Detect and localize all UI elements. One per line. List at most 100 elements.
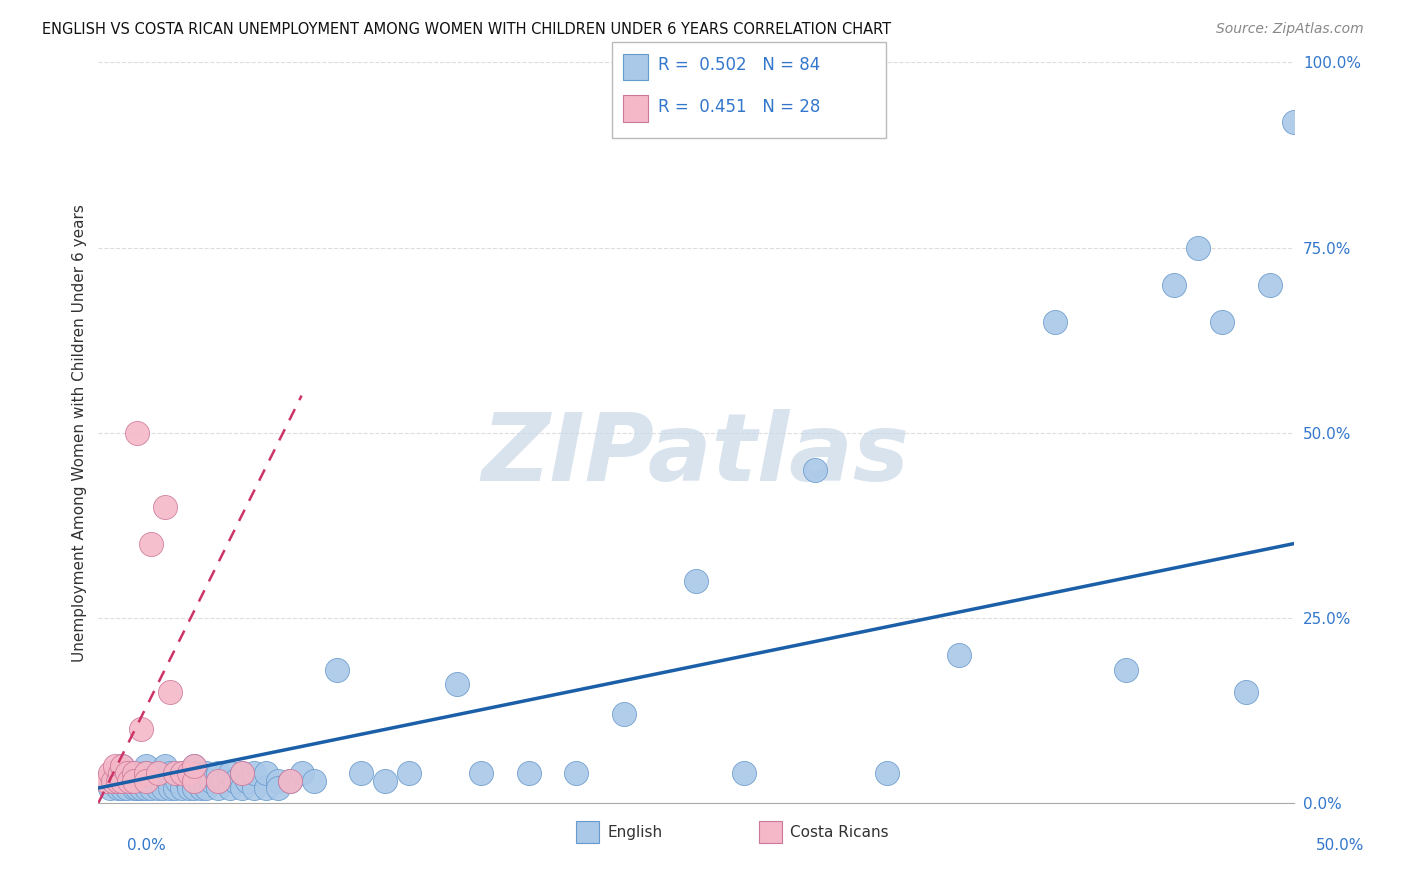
Point — [176, 773, 198, 788]
Point — [115, 780, 138, 795]
Point — [231, 766, 253, 780]
Point — [155, 500, 177, 514]
Point — [139, 773, 162, 788]
Point — [190, 780, 212, 795]
Point — [1043, 314, 1066, 328]
Point — [948, 648, 970, 662]
Text: Costa Ricans: Costa Ricans — [790, 825, 889, 839]
Point — [1163, 277, 1185, 292]
Point — [243, 766, 266, 780]
Point — [183, 773, 205, 788]
Point — [155, 758, 177, 772]
Point — [98, 766, 122, 780]
Point — [118, 773, 141, 788]
Point — [135, 758, 157, 772]
Point — [211, 773, 233, 788]
Point — [107, 773, 129, 788]
Point — [1187, 240, 1209, 255]
Point — [124, 773, 146, 788]
Point — [125, 425, 148, 440]
Text: 0.0%: 0.0% — [127, 838, 166, 854]
Point — [163, 780, 186, 795]
Point — [98, 780, 122, 795]
Point — [159, 773, 181, 788]
Text: ENGLISH VS COSTA RICAN UNEMPLOYMENT AMONG WOMEN WITH CHILDREN UNDER 6 YEARS CORR: ENGLISH VS COSTA RICAN UNEMPLOYMENT AMON… — [42, 22, 891, 37]
Point — [111, 758, 134, 772]
Point — [179, 766, 201, 780]
Point — [613, 706, 636, 721]
Point — [1258, 277, 1281, 292]
Point — [108, 766, 131, 780]
Point — [254, 766, 277, 780]
Point — [139, 780, 162, 795]
Point — [278, 773, 301, 788]
Point — [183, 773, 205, 788]
Point — [224, 773, 246, 788]
Point — [219, 766, 242, 780]
Point — [131, 780, 153, 795]
Y-axis label: Unemployment Among Women with Children Under 6 years: Unemployment Among Women with Children U… — [72, 203, 87, 662]
Point — [183, 766, 205, 780]
Point — [207, 773, 229, 788]
Point — [267, 773, 290, 788]
Text: R =  0.502   N = 84: R = 0.502 N = 84 — [658, 56, 820, 74]
Point — [183, 758, 205, 772]
Point — [152, 780, 174, 795]
Point — [159, 780, 181, 795]
Point — [517, 766, 540, 780]
Point — [135, 766, 157, 780]
Point — [187, 773, 209, 788]
Point — [195, 766, 218, 780]
Point — [1115, 663, 1137, 677]
Point — [104, 773, 127, 788]
Point — [195, 780, 218, 795]
Point — [243, 780, 266, 795]
Point — [254, 780, 277, 795]
Point — [876, 766, 898, 780]
Point — [804, 462, 827, 476]
Point — [148, 780, 170, 795]
Point — [398, 766, 420, 780]
Point — [135, 773, 157, 788]
Point — [183, 758, 205, 772]
Point — [115, 766, 138, 780]
Text: 50.0%: 50.0% — [1316, 838, 1364, 854]
Text: Source: ZipAtlas.com: Source: ZipAtlas.com — [1216, 22, 1364, 37]
Point — [135, 780, 157, 795]
Point — [111, 758, 134, 772]
Point — [111, 773, 134, 788]
Point — [172, 766, 194, 780]
Point — [101, 773, 124, 788]
Point — [219, 780, 242, 795]
Point — [291, 766, 314, 780]
Point — [179, 780, 201, 795]
Point — [267, 780, 290, 795]
Point — [231, 766, 253, 780]
Point — [135, 766, 157, 780]
Point — [148, 773, 170, 788]
Point — [148, 766, 170, 780]
Point — [565, 766, 588, 780]
Point — [104, 758, 127, 772]
Point — [107, 780, 129, 795]
Point — [326, 663, 349, 677]
Text: ZIPatlas: ZIPatlas — [482, 409, 910, 500]
Point — [94, 773, 117, 788]
Point — [111, 773, 134, 788]
Point — [685, 574, 707, 588]
Point — [159, 766, 181, 780]
Point — [135, 773, 157, 788]
Point — [200, 773, 222, 788]
Point — [231, 780, 253, 795]
Point — [166, 773, 188, 788]
Point — [733, 766, 755, 780]
Point — [108, 766, 131, 780]
Point — [124, 766, 146, 780]
Point — [118, 773, 141, 788]
Point — [1282, 114, 1305, 128]
Point — [235, 773, 257, 788]
Point — [125, 780, 148, 795]
Point — [131, 766, 153, 780]
Text: English: English — [607, 825, 662, 839]
Point — [207, 766, 229, 780]
